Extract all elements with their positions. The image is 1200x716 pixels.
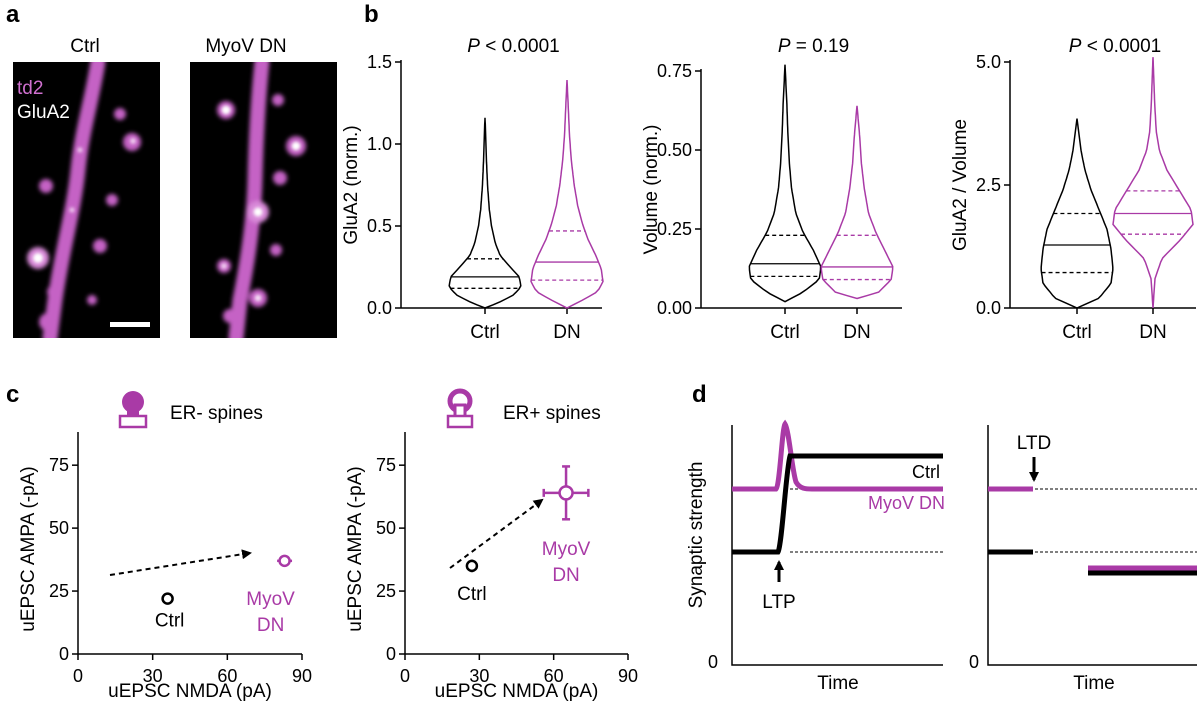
point-label: DN [257, 615, 284, 636]
x-tick-label: 0 [73, 666, 83, 686]
y-tick-label: 5.0 [976, 52, 1001, 72]
d-right-axes [987, 425, 1197, 666]
x-tick-label: Ctrl [770, 322, 800, 343]
d-ltd-label: LTD [1017, 433, 1051, 454]
point-label: Ctrl [457, 584, 487, 605]
scale-bar [110, 322, 150, 327]
x-tick-label: Ctrl [470, 322, 500, 343]
panel-letter-d: d [692, 381, 707, 408]
data-point-myov-dn [278, 554, 291, 568]
y-tick-label: 0.25 [657, 219, 692, 239]
violin-dn [820, 105, 894, 300]
chart-title: P = 0.19 [778, 36, 849, 57]
violin-dn [1112, 57, 1194, 309]
x-tick-label: Ctrl [1062, 322, 1092, 343]
y-axis-label: GluA2 / Volume [950, 119, 971, 251]
y-axis-label: uEPSC AMPA (-pA) [18, 466, 39, 631]
data-point-myov-dn [558, 485, 574, 501]
y-tick-label: 0.75 [657, 61, 692, 81]
chart-title: P < 0.0001 [467, 36, 559, 57]
y-tick-label: 1.0 [367, 134, 392, 154]
channel-label-glua2: GluA2 [17, 102, 70, 123]
x-tick-label: 30 [143, 666, 163, 686]
y-tick-label: 50 [49, 518, 69, 538]
micrograph-myov-dn [190, 62, 337, 338]
d-ylabel: Synaptic strength [686, 462, 707, 609]
x-axis-label: uEPSC NMDA (pA) [435, 681, 599, 702]
d-trace-ctrl-ltp [732, 453, 943, 555]
trend-arrow [109, 549, 252, 576]
panel-letter-a: a [6, 1, 20, 28]
x-tick-label: DN [1139, 322, 1166, 343]
d-xlabel-left: Time [817, 673, 859, 694]
y-tick-label: 25 [376, 581, 396, 601]
x-tick-label: 30 [469, 666, 489, 686]
trend-arrow [449, 498, 544, 569]
violin-ctrl [748, 64, 822, 303]
d-legend-myov-dn: MyoV DN [868, 493, 945, 513]
data-point-ctrl [161, 592, 174, 605]
y-tick-label: 0 [386, 644, 396, 664]
y-tick-label: 0.50 [657, 140, 692, 160]
d-trace-myov-dn-ltp [732, 419, 943, 492]
y-tick-label: 2.5 [976, 175, 1001, 195]
x-axis-label: uEPSC NMDA (pA) [108, 681, 272, 702]
d-ltp-label: LTP [762, 592, 795, 613]
y-tick-label: 0.5 [367, 216, 392, 236]
y-tick-label: 0.0 [367, 298, 392, 318]
point-label: MyoV [246, 589, 295, 610]
violin-dn [530, 79, 604, 309]
d-zero-left: 0 [708, 652, 718, 672]
panel-a: Ctrl MyoV DN td2 [13, 36, 337, 338]
er-minus-spine-icon [118, 391, 148, 429]
y-tick-label: 1.5 [367, 52, 392, 72]
chart-title: P < 0.0001 [1069, 36, 1161, 57]
micrograph-ctrl: td2 GluA2 [13, 62, 160, 338]
x-tick-label: 90 [292, 666, 312, 686]
x-tick-label: 60 [217, 666, 237, 686]
y-tick-label: 25 [49, 581, 69, 601]
violin-ctrl [448, 117, 522, 309]
d-zero-right: 0 [969, 652, 979, 672]
y-tick-label: 75 [49, 455, 69, 475]
violin-chart-volume: P = 0.19 0.00 0.25 0.50 0.75 Volume (norm.) Ct… [641, 36, 902, 343]
y-tick-label: 0.0 [976, 298, 1001, 318]
y-tick-label: 50 [376, 518, 396, 538]
y-axis-label: uEPSC AMPA (-pA) [345, 466, 366, 631]
chart-title: ER+ spines [503, 403, 601, 424]
scatter-chart-er-minus: ER- spines 0 25 50 75 0 30 60 90 uEPSC NMDA (pA) u… [18, 403, 312, 702]
panel-letter-b: b [364, 1, 379, 28]
data-point-ctrl [465, 559, 479, 573]
x-tick-label: DN [553, 322, 580, 343]
channel-label-td2: td2 [17, 78, 43, 99]
d-xlabel-right: Time [1073, 673, 1115, 694]
chart-title: ER- spines [170, 403, 263, 424]
scatter-chart-er-plus: ER+ spines 0 25 50 75 0 30 60 90 uEPSC NMDA (pA) u… [345, 403, 638, 702]
x-tick-label: 90 [618, 666, 638, 686]
y-axis-label: GluA2 (norm.) [341, 125, 362, 244]
panel-d: Synaptic strength 0 0 Ctrl MyoV DN LTP T… [686, 419, 1197, 694]
point-label: Ctrl [155, 611, 185, 632]
x-tick-label: 0 [400, 666, 410, 686]
x-tick-label: 60 [544, 666, 564, 686]
image-label-ctrl: Ctrl [70, 36, 100, 57]
y-tick-label: 0 [59, 644, 69, 664]
violin-chart-glua2-per-volume: P < 0.0001 0.0 2.5 5.0 GluA2 / Volume Ctrl DN [950, 36, 1196, 343]
violin-chart-glua2: P < 0.0001 0.0 0.5 1.0 1.5 GluA2 (norm.) Ctrl D… [341, 36, 604, 343]
point-label: MyoV [542, 539, 591, 560]
d-legend-ctrl: Ctrl [912, 462, 940, 482]
y-axis-label: Volume (norm.) [641, 125, 662, 255]
point-label: DN [552, 565, 579, 586]
er-plus-spine-icon [446, 388, 474, 429]
y-tick-label: 75 [376, 455, 396, 475]
image-label-myov-dn: MyoV DN [205, 36, 286, 57]
panel-letter-c: c [6, 381, 19, 408]
y-tick-label: 0.00 [657, 298, 692, 318]
d-left-axes [731, 425, 943, 666]
x-tick-label: DN [843, 322, 870, 343]
